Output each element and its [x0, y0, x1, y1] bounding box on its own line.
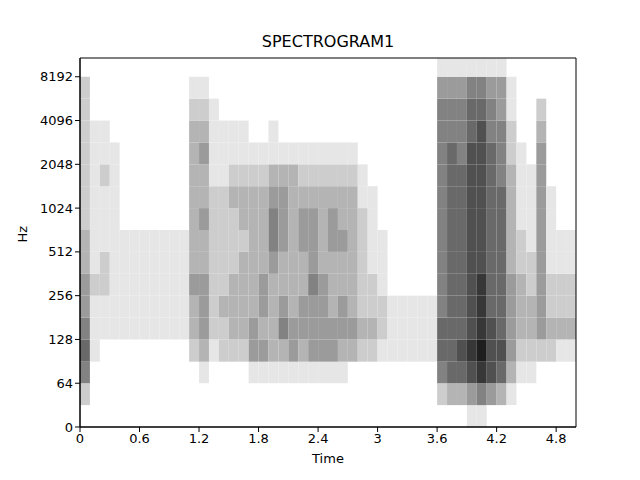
svg-text:2.4: 2.4 — [308, 431, 329, 446]
svg-text:0.6: 0.6 — [129, 431, 150, 446]
svg-text:0: 0 — [65, 420, 73, 435]
svg-text:Hz: Hz — [15, 226, 30, 243]
svg-text:0: 0 — [76, 431, 84, 446]
svg-text:2048: 2048 — [40, 157, 73, 172]
html-text:SPECTROGRAM1: SPECTROGRAM1 — [261, 32, 395, 51]
svg-text:4096: 4096 — [40, 113, 73, 128]
svg-text:1.8: 1.8 — [248, 431, 269, 446]
svg-text:64: 64 — [56, 376, 73, 391]
svg-text:3: 3 — [373, 431, 381, 446]
svg-text:4.2: 4.2 — [486, 431, 507, 446]
svg-text:512: 512 — [48, 244, 73, 259]
svg-text:256: 256 — [48, 288, 73, 303]
svg-text:1.2: 1.2 — [189, 431, 210, 446]
svg-text:128: 128 — [48, 332, 73, 347]
svg-text:3.6: 3.6 — [427, 431, 448, 446]
svg-text:1024: 1024 — [40, 201, 73, 216]
svg-text:8192: 8192 — [40, 69, 73, 84]
svg-text:Time: Time — [311, 451, 344, 466]
svg-text:4.8: 4.8 — [546, 431, 567, 446]
